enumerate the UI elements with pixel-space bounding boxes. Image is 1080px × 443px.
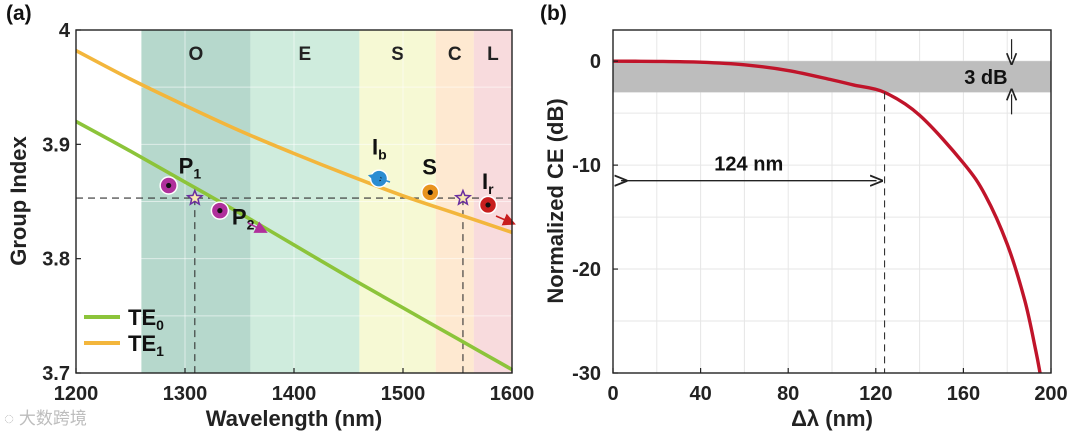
series-curves (76, 48, 512, 372)
axis-ticks: 0 40 80 120 160 200 0 -10 -20 -30 (572, 51, 1068, 405)
x-tick-label: 1500 (381, 383, 426, 405)
shift-arrows (247, 172, 516, 233)
x-tick-label: 0 (607, 383, 618, 405)
panel-a-label: (a) (6, 2, 32, 25)
band-label: 3 dB (964, 67, 1007, 89)
point-center-P1 (166, 182, 172, 189)
point-label-Ir: Ir (482, 169, 494, 197)
panel-b-label: (b) (540, 2, 567, 25)
x-tick-label: 40 (689, 383, 711, 405)
x-tick-label: 200 (1034, 383, 1067, 405)
series-line-TE0 (76, 119, 512, 372)
point-label-Ib: Ib (372, 135, 387, 163)
y-tick-label: 3.8 (42, 249, 70, 271)
band-label-S: S (391, 44, 404, 65)
arrow-Ir (495, 213, 516, 226)
y-tick-label: -10 (572, 155, 601, 177)
band-label-C: C (448, 44, 462, 65)
band-label-L: L (487, 44, 499, 65)
axis-ticks: 1200 1300 1400 1500 1600 3.7 3.8 3.9 4 (42, 20, 534, 405)
shaded-band (613, 61, 1051, 93)
point-label-P1: P1 (179, 153, 202, 181)
bandwidth-annotation: 124 nm (621, 92, 886, 373)
x-axis-label: Δλ (nm) (791, 406, 873, 431)
band-label-O: O (189, 44, 204, 65)
x-tick-label: 1200 (54, 383, 99, 405)
arrow-P2 (247, 221, 268, 233)
3db-band: 3 dB (613, 39, 1051, 115)
legend-label-te1: TE1 (128, 331, 164, 359)
y-tick-label: -20 (572, 259, 601, 281)
y-axis-label: Normalized CE (dB) (543, 98, 568, 303)
y-tick-label: -30 (572, 363, 601, 385)
y-tick-label: 4 (59, 20, 71, 42)
phase-match-star (185, 188, 204, 206)
x-tick-label: 120 (859, 383, 892, 405)
panel-b-frame (612, 29, 1052, 374)
legend: TE0 TE1 (84, 305, 164, 359)
y-tick-label: 0 (590, 51, 601, 73)
legend-label-te0: TE0 (128, 305, 164, 333)
arrow-Ib (367, 172, 391, 186)
x-tick-label: 160 (947, 383, 980, 405)
point-center-P2 (217, 208, 223, 214)
mode-points: P1P2IbSIr (159, 135, 498, 233)
watermark: ◌ 大数跨境 (4, 409, 87, 428)
y-axis-label: Group Index (6, 135, 31, 265)
y-tick-label: 3.7 (42, 363, 70, 385)
point-center-Ir (485, 202, 491, 208)
point-label-S: S (422, 154, 437, 179)
x-tick-label: 1600 (490, 383, 535, 405)
x-tick-label: 80 (777, 383, 799, 405)
phase-match-star (453, 188, 472, 206)
series-line-TE1 (76, 48, 512, 235)
y-tick-label: 3.9 (42, 134, 70, 156)
bandwidth-label: 124 nm (714, 154, 783, 176)
point-center-S (427, 189, 433, 195)
x-axis-label: Wavelength (nm) (206, 406, 382, 431)
band-label-E: E (299, 44, 312, 65)
x-tick-label: 1400 (272, 383, 317, 405)
x-tick-label: 1300 (163, 383, 208, 405)
